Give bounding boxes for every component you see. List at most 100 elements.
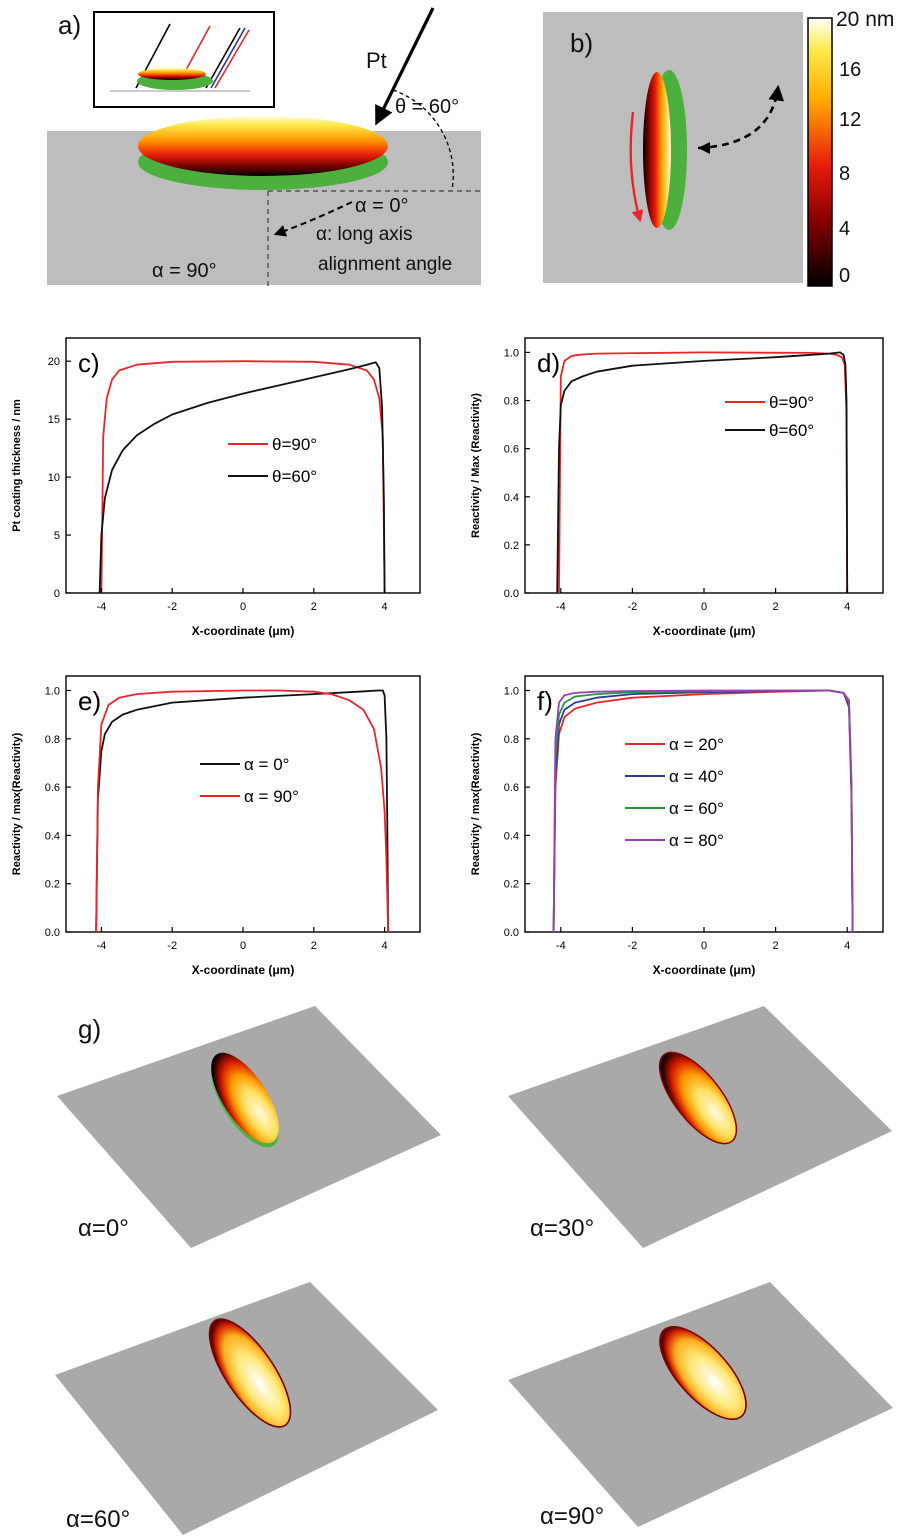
rotation-arrow-dashed — [697, 84, 784, 150]
rod-coated-topview — [643, 72, 671, 228]
y-tick-label: 0.4 — [45, 830, 60, 842]
chart-c: -4 -2 0 2 4 0 5 10 15 20 X-coordinate (μm) Pt coati… — [0, 318, 455, 648]
series-line-0 — [558, 351, 849, 594]
series-line-1 — [552, 689, 854, 933]
y-axis-title: Pt coating thickness / nm — [11, 399, 23, 532]
pt-deposition-arrow — [375, 7, 435, 126]
colorbar — [807, 17, 833, 287]
inset-ray-red-2 — [214, 29, 250, 89]
x-axis-title: X-coordinate (μm) — [192, 624, 295, 638]
y-tick-label: 0.0 — [504, 588, 519, 600]
rod-coating — [658, 1051, 738, 1145]
inset-ray-black-right — [205, 27, 241, 89]
x-axis-title: X-coordinate (μm) — [192, 963, 295, 977]
x-tick-label: 4 — [844, 940, 850, 952]
y-tick-label: 0.6 — [45, 782, 60, 794]
x-tick-label: 0 — [701, 940, 707, 952]
surface-view-alpha-90 — [508, 1282, 893, 1527]
x-tick-label: -4 — [97, 601, 107, 613]
x-axis-title: X-coordinate (μm) — [653, 624, 756, 638]
y-tick-label: 0.8 — [504, 734, 519, 746]
rod-pt-coating — [138, 116, 388, 176]
panel-letter: f) — [537, 686, 553, 716]
rod-coating — [659, 1325, 747, 1421]
y-axis-title: Reactivity / max(Reactivity) — [11, 732, 23, 875]
x-tick-label: 2 — [311, 601, 317, 613]
series-line-3 — [552, 689, 854, 933]
rotation-arrow-red — [629, 111, 644, 223]
colorbar-tick-12: 12 — [839, 109, 862, 131]
pt-label: Pt — [366, 48, 387, 73]
series-line-1 — [98, 361, 386, 594]
x-tick-label: -4 — [556, 601, 566, 613]
substrate-plane — [55, 1282, 438, 1535]
x-tick-label: -2 — [167, 940, 177, 952]
x-tick-label: 2 — [773, 601, 779, 613]
x-tick-label: 0 — [701, 601, 707, 613]
y-tick-label: 1.0 — [504, 685, 519, 697]
x-tick-label: 2 — [773, 940, 779, 952]
inset-rod-cap — [138, 68, 206, 80]
x-tick-label: -2 — [628, 940, 638, 952]
chart-e: -4 -2 0 2 4 0.0 0.2 0.4 0.6 0.8 1.0 X-coordinate (μ… — [0, 652, 455, 992]
y-tick-label: 15 — [48, 414, 60, 426]
inset-ray-red — [185, 25, 211, 71]
x-tick-label: -2 — [167, 601, 177, 613]
y-tick-label: 0.0 — [45, 927, 60, 939]
x-axis-title: X-coordinate (μm) — [653, 963, 756, 977]
x-tick-label: -2 — [628, 601, 638, 613]
chart-svg: -4 -2 0 2 4 0.0 0.2 0.4 0.6 0.8 1.0 X-coordinate (μ… — [11, 675, 421, 977]
y-tick-label: 0.0 — [504, 927, 519, 939]
surface-view-alpha-60 — [55, 1282, 438, 1535]
plot-frame — [65, 337, 421, 594]
y-tick-label: 0.2 — [504, 879, 519, 891]
panel-g-label: g) — [78, 1014, 102, 1044]
legend-label: α = 80° — [669, 831, 724, 850]
inset-frame — [93, 11, 275, 108]
theta-label: θ = 60° — [395, 96, 460, 118]
alpha-rotation-arrow — [273, 201, 353, 237]
surface-view-alpha-30 — [508, 1006, 892, 1248]
series-line-0 — [95, 689, 389, 933]
panel-g: g) α=0° α=30° α=60° α=90° — [0, 1000, 913, 1539]
colorbar-tick-16: 16 — [839, 59, 862, 81]
arrow-tail-head — [698, 142, 710, 154]
colorbar-unit-label: 20 nm — [836, 8, 895, 31]
panel-a: a) Pt θ = 60° α = 0° α: long axis alignm… — [0, 0, 500, 300]
panel-letter: c) — [78, 348, 100, 378]
x-tick-label: 0 — [240, 601, 246, 613]
legend-label: θ=90° — [272, 435, 317, 454]
y-tick-label: 20 — [48, 356, 60, 368]
y-tick-label: 0.4 — [504, 492, 519, 504]
colorbar-tick-0: 0 — [839, 265, 851, 287]
alpha-desc-line2: alignment angle — [318, 254, 453, 275]
y-tick-label: 0 — [54, 588, 60, 600]
x-tick-label: 0 — [240, 940, 246, 952]
x-tick-label: -4 — [556, 940, 566, 952]
y-axis-title: Reactivity / Max (Reactivity) — [470, 393, 482, 538]
inset-ray-blue — [210, 27, 246, 89]
caption-alpha-90: α=90° — [540, 1503, 605, 1530]
y-tick-label: 1.0 — [45, 685, 60, 697]
chart-svg: -4 -2 0 2 4 0.0 0.2 0.4 0.6 0.8 1.0 X-coordinate (μ… — [470, 675, 884, 977]
panel-a-label: a) — [58, 10, 82, 40]
caption-alpha-0: α=0° — [78, 1215, 129, 1242]
alpha-desc-line1: α: long axis — [316, 224, 413, 245]
y-axis-title: Reactivity / max(Reactivity) — [470, 732, 482, 875]
rod-coating — [208, 1318, 292, 1428]
colorbar-tick-4: 4 — [839, 218, 851, 240]
alpha90-label: α = 90° — [152, 260, 217, 282]
chart-svg: -4 -2 0 2 4 0.0 0.2 0.4 0.6 0.8 1.0 X-coordinate (μ… — [470, 337, 884, 638]
y-tick-label: 10 — [48, 472, 60, 484]
panel-b: b) 20 nm 16 12 8 4 0 — [540, 0, 913, 300]
y-tick-label: 5 — [54, 530, 60, 542]
panel-b-schematic — [543, 12, 833, 287]
legend-label: α = 0° — [244, 755, 289, 774]
legend-label: α = 90° — [244, 787, 299, 806]
x-tick-label: -4 — [97, 940, 107, 952]
panel-letter: e) — [78, 686, 101, 716]
y-tick-label: 0.6 — [504, 444, 519, 456]
caption-alpha-60: α=60° — [66, 1506, 131, 1533]
surface-view-alpha-0 — [57, 1006, 441, 1248]
legend-label: θ=60° — [272, 467, 317, 486]
